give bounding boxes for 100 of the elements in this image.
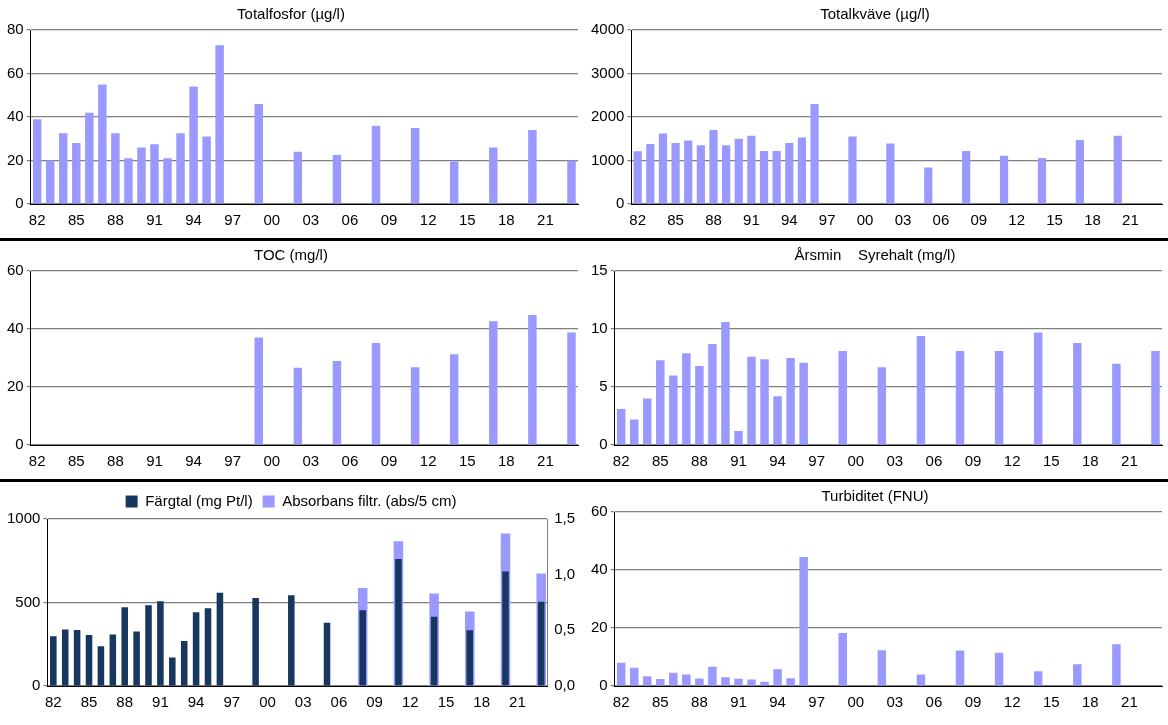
bar: [708, 666, 717, 686]
x-tick-label: 18: [497, 211, 515, 229]
x-tick-label: 12: [1003, 452, 1021, 470]
bar: [332, 360, 342, 445]
x-tick-label: 12: [1008, 211, 1026, 229]
bar: [695, 366, 704, 445]
x-tick-label: 21: [509, 693, 526, 711]
x-tick-label: 09: [380, 211, 398, 229]
x-tick-label: 82: [612, 693, 630, 711]
x-tick-label: 82: [612, 452, 630, 470]
bar: [838, 351, 847, 445]
bar: [721, 322, 730, 445]
bar: [528, 315, 537, 445]
x-tick-label: 00: [856, 211, 874, 229]
bar: [1113, 135, 1122, 204]
x-tick-label: 88: [705, 211, 722, 229]
bar: [916, 674, 926, 686]
bar: [994, 652, 1004, 686]
y-tick-label: 80: [7, 20, 24, 38]
x-tick-label: 03: [302, 452, 320, 470]
y-tick-label: 60: [7, 63, 24, 81]
bar: [682, 353, 691, 445]
bar: [288, 595, 295, 686]
bar: [786, 358, 795, 445]
y2-tick-label: 1,0: [554, 564, 576, 582]
chart-title: Totalkväve (µg/l): [820, 5, 930, 23]
x-tick-label: 03: [886, 693, 904, 711]
bar: [773, 396, 782, 445]
y-tick-label: 1000: [6, 509, 41, 527]
bar: [877, 650, 887, 686]
x-tick-label: 94: [187, 693, 205, 711]
bar: [180, 641, 188, 686]
bar: [747, 679, 756, 686]
y-tick-label: 2000: [590, 107, 625, 125]
x-tick-label: 12: [419, 452, 437, 470]
bar: [176, 133, 185, 204]
x-tick-label: 00: [263, 452, 281, 470]
bar: [695, 678, 704, 686]
x-tick-label: 91: [146, 211, 163, 229]
y-tick-label: 40: [7, 107, 24, 125]
bar: [759, 150, 769, 204]
bar: [1037, 157, 1047, 204]
x-tick-label: 21: [1122, 211, 1139, 229]
bar: [734, 431, 743, 445]
bar: [204, 608, 212, 686]
x-tick-label: 85: [67, 211, 85, 229]
x-tick-label: 06: [330, 693, 348, 711]
bar: [489, 147, 498, 204]
bar: [1112, 644, 1121, 686]
bar: [1073, 342, 1082, 445]
x-tick-label: 06: [925, 693, 943, 711]
x-tick-label: 03: [302, 211, 320, 229]
y-tick-label: 3000: [590, 63, 625, 81]
x-tick-label: 85: [667, 211, 684, 229]
y-tick-label: 60: [591, 502, 608, 520]
x-tick-label: 15: [437, 693, 455, 711]
bar: [121, 607, 128, 686]
x-tick-label: 15: [1042, 693, 1060, 711]
x-tick-label: 21: [1121, 693, 1138, 711]
x-tick-label: 09: [964, 452, 982, 470]
x-tick-label: 97: [808, 452, 826, 470]
bar: [323, 622, 331, 686]
chart-title: TOC (mg/l): [254, 246, 328, 264]
bar: [734, 138, 743, 204]
x-tick-label: 91: [743, 211, 760, 229]
bar: [797, 137, 807, 204]
bar: [489, 321, 498, 445]
x-tick-label: 97: [224, 452, 242, 470]
x-tick-label: 97: [223, 693, 241, 711]
x-tick-label: 82: [44, 693, 62, 711]
bar: [567, 332, 576, 445]
x-tick-label: 09: [970, 211, 988, 229]
y-tick-label: 0: [32, 676, 41, 694]
x-tick-label: 21: [537, 211, 554, 229]
x-tick-label: 82: [28, 452, 46, 470]
x-tick-label: 12: [401, 693, 419, 711]
bar: [133, 631, 140, 686]
x-tick-label: 15: [458, 211, 476, 229]
bar: [215, 45, 224, 204]
bar: [85, 635, 93, 686]
x-tick-label: 88: [691, 693, 708, 711]
bar: [633, 151, 642, 204]
legend-label: Färgtal (mg Pt/l): [145, 491, 253, 509]
chart-title: Årsmin Syrehalt (mg/l): [794, 246, 956, 264]
bar: [145, 605, 152, 686]
x-tick-label: 03: [886, 452, 904, 470]
y-tick-label: 0: [599, 435, 608, 453]
x-tick-label: 91: [730, 452, 747, 470]
bar: [169, 657, 176, 686]
bar: [449, 161, 459, 204]
y2-tick-label: 1,5: [554, 509, 576, 527]
x-tick-label: 85: [651, 452, 669, 470]
bar: [785, 143, 794, 204]
bar: [799, 556, 808, 686]
bar: [799, 362, 808, 445]
bar: [747, 356, 756, 445]
bar: [124, 158, 133, 204]
bar: [1075, 140, 1084, 204]
bar: [192, 612, 200, 686]
x-tick-label: 21: [537, 452, 554, 470]
